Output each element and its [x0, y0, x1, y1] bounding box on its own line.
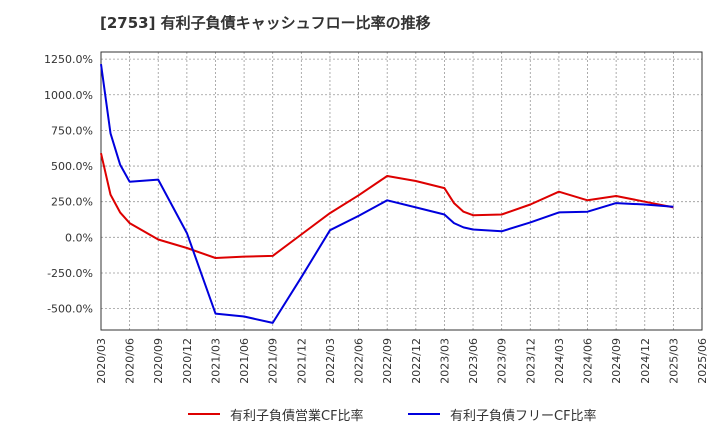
- x-tick-label: 2021/12: [295, 338, 308, 384]
- x-tick-label: 2022/12: [410, 338, 423, 384]
- series-line-0: [100, 152, 674, 259]
- plot-frame: [100, 51, 703, 331]
- x-tick-label: 2023/03: [438, 338, 451, 384]
- x-tick-label: 2020/09: [152, 338, 165, 384]
- y-tick-label: 250.0%: [51, 196, 93, 209]
- tick-label-layer: 1250.0% 1000.0% 750.0% 500.0% 250.0% 0.0% -250…: [44, 53, 709, 384]
- x-tick-label: 2025/03: [667, 338, 680, 384]
- x-tick-label: 2023/09: [496, 338, 509, 384]
- y-tick-label: 1000.0%: [44, 89, 93, 102]
- y-tick-label: 1250.0%: [44, 53, 93, 66]
- y-tick-label: 500.0%: [51, 160, 93, 173]
- plot-background: [101, 52, 702, 330]
- y-tick-label: 0.0%: [65, 231, 93, 244]
- x-tick-label: 2020/03: [95, 338, 108, 384]
- x-tick-label: 2025/06: [696, 338, 709, 384]
- x-tick-label: 2024/09: [610, 338, 623, 384]
- legend-item-1: 有利子負債フリーCF比率: [408, 402, 597, 426]
- y-tick-label: -250.0%: [47, 267, 93, 280]
- x-tick-label: 2021/06: [238, 338, 251, 384]
- x-tick-label: 2020/12: [181, 338, 194, 384]
- x-tick-label: 2022/03: [324, 338, 337, 384]
- chart-title: [2753] 有利子負債キャッシュフロー比率の推移: [100, 14, 431, 32]
- x-tick-label: 2022/06: [353, 338, 366, 384]
- legend-item-0: 有利子負債営業CF比率: [188, 402, 364, 426]
- x-tick-label: 2024/12: [639, 338, 652, 384]
- series-layer: [100, 63, 674, 324]
- y-tick-label: -500.0%: [47, 303, 93, 316]
- chart-plot: 1250.0% 1000.0% 750.0% 500.0% 250.0% 0.0% -250…: [44, 51, 709, 384]
- grid-layer: [100, 52, 703, 330]
- x-tick-label: 2023/06: [467, 338, 480, 384]
- x-tick-label: 2024/03: [553, 338, 566, 384]
- y-tick-label: 750.0%: [51, 124, 93, 137]
- series-line-1: [100, 63, 674, 324]
- x-tick-label: 2024/06: [582, 338, 595, 384]
- legend-swatch-1: [408, 413, 440, 415]
- x-tick-label: 2021/03: [209, 338, 222, 384]
- x-tick-label: 2020/06: [124, 338, 137, 384]
- legend-swatch-0: [188, 413, 220, 415]
- x-tick-label: 2021/09: [267, 338, 280, 384]
- legend-label-1: 有利子負債フリーCF比率: [450, 408, 597, 424]
- chart-legend: 有利子負債営業CF比率 有利子負債フリーCF比率: [0, 402, 720, 426]
- x-tick-label: 2022/09: [381, 338, 394, 384]
- legend-label-0: 有利子負債営業CF比率: [230, 408, 364, 424]
- axis-layer: [100, 51, 703, 331]
- x-tick-label: 2023/12: [524, 338, 537, 384]
